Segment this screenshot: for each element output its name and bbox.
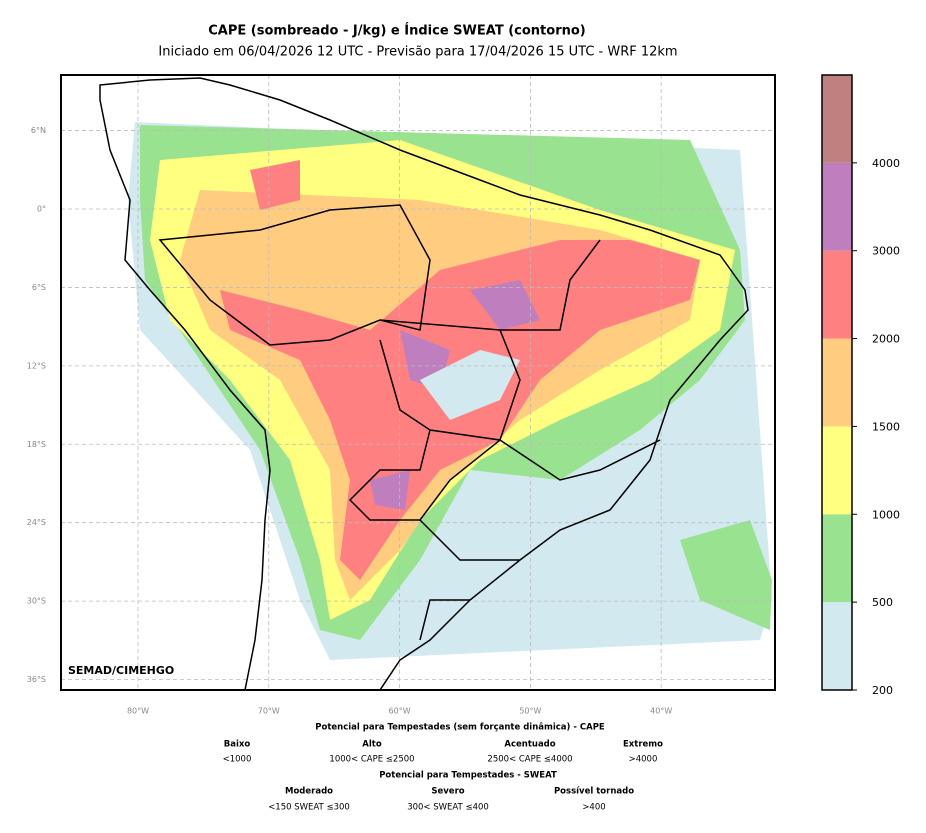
- cape-level-name: Extremo: [623, 740, 663, 750]
- sweat-level-range: >400: [582, 803, 605, 813]
- cape-level-range: 1000< CAPE ≤2500: [329, 755, 414, 765]
- colorbar-label: 500: [872, 596, 893, 609]
- lon-tick-label: 70°W: [258, 707, 280, 716]
- colorbar-band: [822, 162, 852, 251]
- cape-level-name: Baixo: [224, 740, 251, 750]
- map-field: [128, 122, 772, 660]
- lat-tick-label: 6°S: [32, 283, 46, 292]
- cape-level-range: 2500< CAPE ≤4000: [487, 755, 572, 765]
- colorbar-label: 1500: [872, 420, 900, 433]
- lat-tick-label: 12°S: [27, 361, 46, 370]
- credit: SEMAD/CIMEHGO: [68, 664, 174, 677]
- borders: [99, 77, 749, 690]
- sweat-level-name: Possível tornado: [554, 787, 634, 797]
- lon-tick-label: 50°W: [519, 707, 541, 716]
- lat-tick-label: 18°S: [27, 440, 46, 449]
- lon-tick-label: 80°W: [127, 707, 149, 716]
- colorbar-label: 1000: [872, 508, 900, 521]
- colorbar-band: [822, 426, 852, 515]
- cape-level-range: >4000: [629, 755, 658, 765]
- lat-tick-label: 24°S: [27, 518, 46, 527]
- cape-level-name: Alto: [362, 740, 382, 750]
- sweat-level-name: Moderado: [285, 787, 333, 797]
- title: CAPE (sombreado - J/kg) e Índice SWEAT (…: [208, 23, 585, 39]
- lat-tick-label: 36°S: [27, 675, 46, 684]
- sweat-legend-title: Potencial para Tempestades - SWEAT: [379, 771, 557, 781]
- lat-tick-label: 0°: [37, 205, 46, 214]
- legend: Potencial para Tempestades (sem forçante…: [223, 723, 664, 813]
- colorbar-label: 200: [872, 684, 893, 697]
- lat-tick-label: 30°S: [27, 597, 46, 606]
- colorbar-label: 3000: [872, 245, 900, 258]
- colorbar-band: [822, 75, 852, 163]
- subtitle: Iniciado em 06/04/2026 12 UTC - Previsão…: [158, 45, 677, 60]
- lon-tick-label: 40°W: [650, 707, 672, 716]
- colorbar-band: [822, 250, 852, 339]
- sweat-level-range: 300< SWEAT ≤400: [407, 803, 489, 813]
- map-frame: [60, 74, 776, 691]
- lat-tick-label: 6°N: [31, 126, 46, 135]
- colorbar-label: 4000: [872, 157, 900, 170]
- sweat-level-name: Severo: [431, 787, 464, 797]
- cape-level-name: Acentuado: [504, 740, 555, 750]
- cape-legend-title: Potencial para Tempestades (sem forçante…: [315, 723, 605, 733]
- colorbar-band: [822, 514, 852, 603]
- colorbar: 200 500 1000 1500 2000 3000 4000: [821, 74, 900, 697]
- colorbar-band: [822, 338, 852, 427]
- colorbar-frame: [821, 74, 853, 691]
- colorbar-label: 2000: [872, 333, 900, 346]
- graticule: 6°N 0° 6°S 12°S 18°S 24°S 30°S 36°S 80°W 70°W 60°W…: [27, 75, 775, 716]
- sweat-level-range: <150 SWEAT ≤300: [268, 803, 350, 813]
- colorbar-band: [822, 602, 852, 690]
- cape-level-range: <1000: [223, 755, 252, 765]
- lon-tick-label: 60°W: [389, 707, 411, 716]
